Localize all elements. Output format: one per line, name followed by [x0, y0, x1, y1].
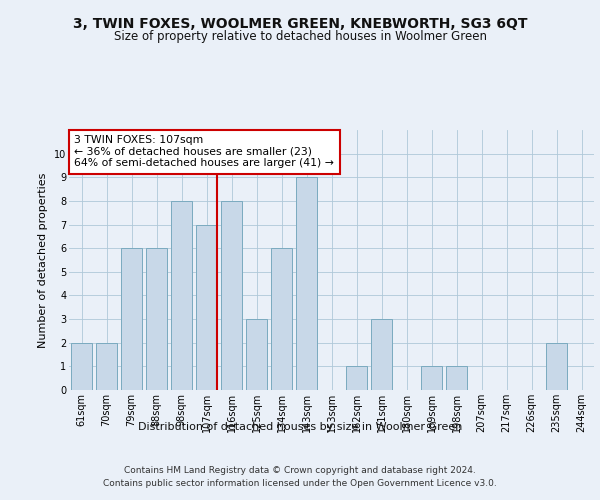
Bar: [296, 178, 317, 390]
Bar: [346, 366, 367, 390]
Text: 3 TWIN FOXES: 107sqm
← 36% of detached houses are smaller (23)
64% of semi-detac: 3 TWIN FOXES: 107sqm ← 36% of detached h…: [74, 135, 334, 168]
Bar: [171, 201, 192, 390]
Bar: [446, 366, 467, 390]
Text: Contains HM Land Registry data © Crown copyright and database right 2024.
Contai: Contains HM Land Registry data © Crown c…: [103, 466, 497, 487]
Bar: [546, 342, 567, 390]
Text: Size of property relative to detached houses in Woolmer Green: Size of property relative to detached ho…: [113, 30, 487, 43]
Text: 3, TWIN FOXES, WOOLMER GREEN, KNEBWORTH, SG3 6QT: 3, TWIN FOXES, WOOLMER GREEN, KNEBWORTH,…: [73, 18, 527, 32]
Bar: [221, 201, 242, 390]
Bar: [121, 248, 142, 390]
Bar: [146, 248, 167, 390]
Bar: [96, 342, 117, 390]
Bar: [421, 366, 442, 390]
Bar: [246, 319, 267, 390]
Y-axis label: Number of detached properties: Number of detached properties: [38, 172, 49, 348]
Text: Distribution of detached houses by size in Woolmer Green: Distribution of detached houses by size …: [138, 422, 462, 432]
Bar: [271, 248, 292, 390]
Bar: [371, 319, 392, 390]
Bar: [71, 342, 92, 390]
Bar: [196, 224, 217, 390]
